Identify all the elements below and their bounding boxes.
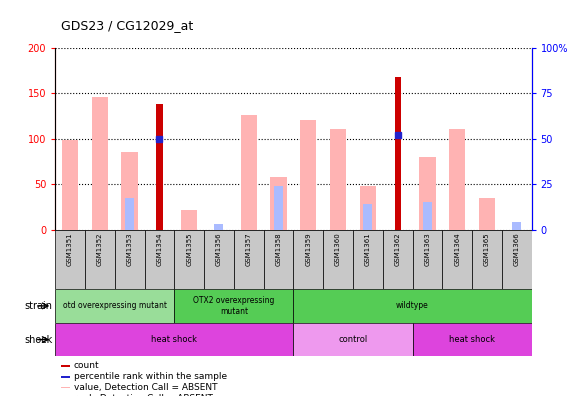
Text: control: control	[338, 335, 368, 344]
Bar	[323, 230, 353, 289]
Bar	[264, 230, 293, 289]
Text: GSM1357: GSM1357	[246, 232, 252, 266]
Bar	[363, 204, 372, 230]
Bar	[383, 230, 413, 289]
Text: GSM1359: GSM1359	[305, 232, 311, 266]
Bar	[293, 323, 413, 356]
Bar	[85, 230, 115, 289]
Text: wildtype: wildtype	[396, 301, 429, 310]
Bar	[472, 230, 502, 289]
Bar	[413, 230, 442, 289]
Bar	[62, 141, 78, 230]
Text: GSM1358: GSM1358	[275, 232, 282, 266]
Text: GSM1360: GSM1360	[335, 232, 341, 267]
Text: GSM1361: GSM1361	[365, 232, 371, 267]
Bar	[479, 198, 495, 230]
Bar	[234, 230, 264, 289]
Text: count: count	[74, 361, 99, 370]
Bar	[512, 223, 521, 230]
Text: GSM1356: GSM1356	[216, 232, 222, 266]
Bar	[145, 230, 174, 289]
Bar	[423, 202, 432, 230]
Bar	[174, 230, 204, 289]
Text: GSM1352: GSM1352	[97, 232, 103, 266]
Bar	[419, 157, 436, 230]
Bar	[121, 152, 138, 230]
Bar	[274, 186, 283, 230]
Text: GSM1353: GSM1353	[127, 232, 132, 266]
Bar	[125, 198, 134, 230]
Bar	[61, 376, 70, 377]
Bar	[360, 186, 376, 230]
Bar	[204, 230, 234, 289]
Bar	[394, 77, 401, 230]
Bar	[214, 224, 224, 230]
Text: shock: shock	[24, 335, 52, 345]
Bar	[330, 129, 346, 230]
Bar	[442, 230, 472, 289]
Text: OTX2 overexpressing
mutant: OTX2 overexpressing mutant	[193, 296, 275, 316]
Bar	[293, 289, 532, 323]
Bar	[300, 120, 317, 230]
Bar	[293, 230, 323, 289]
Text: GSM1365: GSM1365	[484, 232, 490, 266]
Bar	[353, 230, 383, 289]
Bar	[61, 387, 70, 388]
Text: GSM1363: GSM1363	[424, 232, 431, 267]
Text: heat shock: heat shock	[449, 335, 495, 344]
Text: GSM1366: GSM1366	[514, 232, 520, 267]
Bar	[55, 289, 174, 323]
Text: strain: strain	[24, 301, 52, 311]
Text: heat shock: heat shock	[151, 335, 198, 344]
Bar	[55, 230, 85, 289]
Text: rank, Detection Call = ABSENT: rank, Detection Call = ABSENT	[74, 394, 213, 396]
Text: GSM1364: GSM1364	[454, 232, 460, 266]
Bar	[61, 365, 70, 367]
Text: GSM1362: GSM1362	[394, 232, 401, 266]
Bar	[174, 289, 293, 323]
Text: GSM1351: GSM1351	[67, 232, 73, 266]
Bar	[55, 323, 293, 356]
Text: GDS23 / CG12029_at: GDS23 / CG12029_at	[61, 19, 193, 32]
Bar	[181, 209, 198, 230]
Bar	[413, 323, 532, 356]
Text: percentile rank within the sample: percentile rank within the sample	[74, 372, 227, 381]
Bar	[270, 177, 286, 230]
Text: value, Detection Call = ABSENT: value, Detection Call = ABSENT	[74, 383, 217, 392]
Text: GSM1354: GSM1354	[156, 232, 163, 266]
Bar	[115, 230, 145, 289]
Bar	[502, 230, 532, 289]
Bar	[449, 129, 465, 230]
Bar	[156, 104, 163, 230]
Text: otd overexpressing mutant: otd overexpressing mutant	[63, 301, 167, 310]
Bar	[241, 115, 257, 230]
Text: GSM1355: GSM1355	[186, 232, 192, 266]
Bar	[92, 97, 108, 230]
